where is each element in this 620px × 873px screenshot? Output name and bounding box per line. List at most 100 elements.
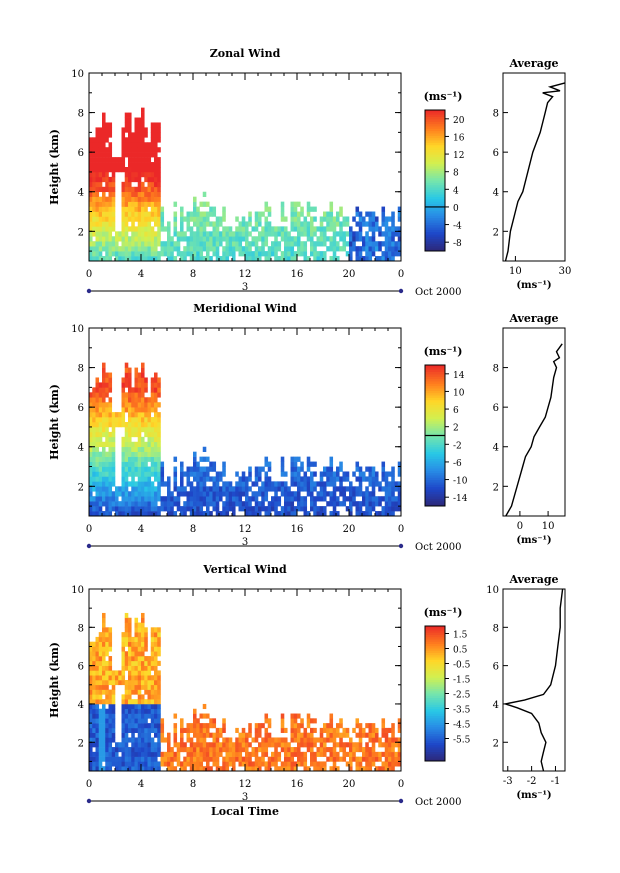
heatmap-cell (124, 461, 129, 467)
heatmap-cell (157, 466, 161, 472)
avg-x-tick-label: -1 (551, 776, 561, 787)
heatmap-cell (147, 246, 152, 252)
heatmap-cell (384, 506, 389, 512)
heatmap-cell (258, 511, 262, 517)
heatmap-cell (251, 511, 256, 517)
heatmap-cell (134, 412, 139, 418)
colorbar-segment (425, 419, 445, 422)
heatmap-cell (137, 466, 142, 472)
heatmap-cell (105, 167, 109, 173)
heatmap-cell (310, 216, 314, 222)
heatmap-cell (241, 486, 246, 492)
heatmap-cell (300, 761, 304, 767)
heatmap-cell (131, 742, 135, 748)
heatmap-cell (349, 511, 353, 517)
heatmap-cell (303, 727, 308, 733)
heatmap-cell (105, 670, 109, 676)
heatmap-cell (176, 761, 181, 767)
heatmap-cell (371, 216, 376, 222)
average-title: Average (508, 312, 558, 325)
heatmap-cell (98, 201, 103, 207)
heatmap-cell (297, 241, 301, 247)
heatmap-cell (121, 236, 126, 242)
heatmap-cell (173, 211, 178, 217)
heatmap-cell (215, 241, 220, 247)
heatmap-cell (105, 680, 109, 686)
heatmap-cell (300, 461, 304, 467)
heatmap-cell (248, 246, 252, 252)
heatmap-cell (144, 422, 148, 428)
heatmap-cell (131, 699, 135, 705)
heatmap-cell (147, 256, 152, 262)
heatmap-cell (238, 756, 243, 762)
heatmap-cell (193, 501, 197, 507)
heatmap-cell (248, 766, 252, 772)
heatmap-cell (157, 171, 161, 178)
heatmap-cell (111, 206, 116, 212)
heatmap-cell (329, 236, 334, 242)
heatmap-cell (105, 632, 109, 638)
colorbar-segment (425, 644, 445, 647)
heatmap-cell (297, 466, 301, 472)
heatmap-cell (157, 471, 161, 477)
heatmap-cell (215, 231, 220, 237)
heatmap-cell (381, 496, 386, 502)
heatmap-cell (241, 221, 246, 227)
colorbar-segment (425, 459, 445, 462)
heatmap-cell (206, 506, 210, 512)
heatmap-cell (105, 747, 109, 753)
heatmap-cell (180, 737, 184, 743)
heatmap-cell (215, 471, 220, 477)
heatmap-cell (258, 723, 262, 729)
heatmap-cell (297, 211, 301, 217)
heatmap-cell (212, 226, 217, 232)
heatmap-cell (267, 226, 272, 232)
heatmap-cell (108, 191, 113, 197)
heatmap-cell (141, 703, 145, 710)
heatmap-meridional (89, 362, 402, 517)
heatmap-cell (157, 417, 161, 423)
heatmap-cell (105, 211, 109, 217)
heatmap-cell (89, 436, 93, 443)
heatmap-cell (384, 246, 389, 252)
heatmap-cell (124, 684, 129, 690)
heatmap-cell (95, 407, 100, 413)
heatmap-cell (157, 436, 161, 443)
heatmap-cell (368, 241, 373, 247)
heatmap-cell (108, 122, 113, 128)
heatmap-cell (105, 137, 109, 143)
heatmap-cell (202, 742, 207, 748)
heatmap-cell (141, 708, 145, 714)
heatmap-cell (202, 727, 207, 733)
heatmap-cell (326, 211, 330, 217)
heatmap-cell (108, 221, 113, 227)
heatmap-cell (89, 670, 93, 676)
heatmap-cell (89, 152, 93, 158)
heatmap-cell (157, 511, 161, 517)
heatmap-cell (121, 656, 126, 662)
heatmap-cell (115, 506, 119, 512)
heatmap-cell (98, 466, 103, 472)
heatmap-cell (128, 441, 132, 448)
heatmap-cell (245, 766, 249, 772)
heatmap-cell (150, 511, 155, 517)
heatmap-cell (150, 481, 155, 487)
heatmap-cell (258, 742, 262, 748)
heatmap-cell (287, 766, 291, 772)
heatmap-cell (287, 761, 291, 767)
heatmap-cell (124, 426, 129, 433)
heatmap-cell (349, 742, 353, 748)
heatmap-cell (121, 675, 126, 681)
heatmap-cell (384, 737, 389, 743)
heatmap-cell (134, 142, 139, 148)
heatmap-cell (241, 481, 246, 487)
heatmap-cell (121, 211, 126, 217)
heatmap-cell (352, 496, 356, 502)
heatmap-cell (209, 231, 213, 237)
heatmap-cell (264, 481, 269, 487)
heatmap-cell (277, 226, 282, 232)
heatmap-cell (147, 142, 152, 148)
heatmap-cell (124, 506, 129, 512)
heatmap-cell (384, 251, 389, 257)
heatmap-cell (95, 718, 100, 724)
